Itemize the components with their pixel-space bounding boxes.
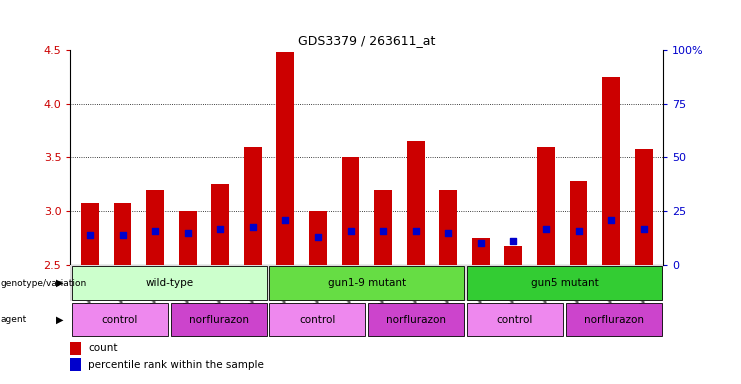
- Bar: [467, 266, 662, 300]
- Bar: [179, 211, 196, 265]
- Bar: [635, 149, 653, 265]
- Text: norflurazon: norflurazon: [584, 314, 644, 325]
- Bar: [276, 52, 294, 265]
- Bar: [472, 238, 490, 265]
- Point: [247, 224, 259, 230]
- Bar: [309, 211, 327, 265]
- Text: ▶: ▶: [56, 314, 63, 325]
- Point: [573, 227, 585, 233]
- Bar: [170, 303, 267, 336]
- Bar: [146, 190, 164, 265]
- Bar: [211, 184, 229, 265]
- Text: gun1-9 mutant: gun1-9 mutant: [328, 278, 406, 288]
- Point: [540, 227, 552, 233]
- Bar: [342, 157, 359, 265]
- Point: [149, 227, 161, 233]
- Point: [442, 230, 454, 236]
- Point: [475, 240, 487, 247]
- Text: norflurazon: norflurazon: [386, 314, 446, 325]
- Bar: [269, 303, 365, 336]
- Text: ▶: ▶: [56, 278, 63, 288]
- Point: [214, 227, 226, 233]
- Point: [182, 230, 193, 236]
- Bar: [570, 181, 588, 265]
- Bar: [70, 358, 81, 371]
- Point: [116, 232, 128, 238]
- Bar: [467, 303, 563, 336]
- Bar: [407, 141, 425, 265]
- Bar: [537, 147, 555, 265]
- Point: [312, 234, 324, 240]
- Title: GDS3379 / 263611_at: GDS3379 / 263611_at: [298, 34, 436, 47]
- Bar: [70, 342, 81, 354]
- Text: genotype/variation: genotype/variation: [1, 279, 87, 288]
- Bar: [374, 190, 392, 265]
- Bar: [439, 190, 457, 265]
- Bar: [81, 203, 99, 265]
- Bar: [269, 266, 465, 300]
- Text: gun5 mutant: gun5 mutant: [531, 278, 598, 288]
- Point: [508, 238, 519, 244]
- Point: [279, 217, 291, 223]
- Bar: [72, 303, 168, 336]
- Text: agent: agent: [1, 315, 27, 324]
- Point: [410, 227, 422, 233]
- Text: control: control: [496, 314, 534, 325]
- Text: percentile rank within the sample: percentile rank within the sample: [88, 360, 264, 370]
- Bar: [70, 265, 663, 286]
- Text: norflurazon: norflurazon: [189, 314, 248, 325]
- Bar: [113, 203, 131, 265]
- Point: [377, 227, 389, 233]
- Point: [84, 232, 96, 238]
- Bar: [565, 303, 662, 336]
- Point: [345, 227, 356, 233]
- Bar: [368, 303, 465, 336]
- Text: count: count: [88, 343, 118, 353]
- Bar: [602, 77, 620, 265]
- Bar: [72, 266, 267, 300]
- Text: control: control: [299, 314, 336, 325]
- Text: wild-type: wild-type: [145, 278, 193, 288]
- Bar: [244, 147, 262, 265]
- Point: [638, 227, 650, 233]
- Text: control: control: [102, 314, 138, 325]
- Bar: [505, 246, 522, 265]
- Point: [605, 217, 617, 223]
